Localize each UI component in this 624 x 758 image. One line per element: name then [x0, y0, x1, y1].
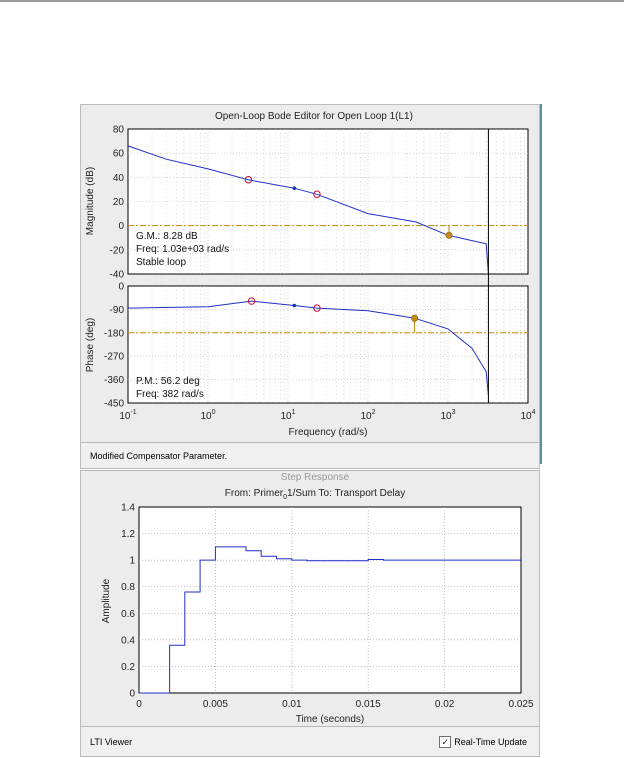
bode-plot: Open-Loop Bode Editor for Open Loop 1(L1…	[85, 111, 536, 439]
step-subtitle-rest: 1/Sum To: Transport Delay	[287, 488, 405, 499]
step-xtick-label: 0	[136, 699, 142, 710]
magnitude-ytick-label: -40	[110, 270, 125, 281]
step-ytick-label: 0	[129, 689, 135, 700]
frequency-xtick-label: 103	[440, 409, 455, 422]
page-top-rule	[0, 0, 624, 2]
step-yticks: 1.4 1.2 1 0.8 0.6 0.4 0.2 0	[121, 503, 135, 700]
magnitude-grid	[128, 129, 528, 274]
magnitude-markers	[244, 176, 453, 239]
step-xtick-label: 0.025	[508, 699, 533, 710]
magnitude-ytick-label: 0	[118, 221, 124, 232]
step-ytick-label: 0.2	[121, 662, 135, 673]
frequency-xtick-label: 102	[360, 409, 375, 422]
window-edge-accent	[539, 104, 542, 464]
magnitude-ytick-label: -20	[110, 245, 125, 256]
step-ylabel: Amplitude	[101, 578, 112, 623]
realtime-update-toggle[interactable]: ✓ Real-Time Update	[439, 736, 527, 748]
step-subtitle: From: Primer01/Sum To: Transport Delay	[225, 488, 405, 501]
magnitude-open-circle-marker	[313, 190, 321, 198]
phase-margin-freq-text: Freq: 382 rad/s	[136, 389, 204, 400]
phase-curve	[127, 300, 489, 396]
realtime-update-checkbox[interactable]: ✓	[439, 736, 452, 748]
frequency-xlabel: Frequency (rad/s)	[289, 427, 368, 438]
realtime-update-label: Real-Time Update	[454, 737, 527, 747]
magnitude-dot-marker	[292, 186, 297, 191]
magnitude-ytick-label: 20	[113, 197, 125, 208]
frequency-xtick-label: 10-1	[119, 409, 136, 422]
bode-status-bar: Modified Compensator Parameter.	[81, 442, 539, 468]
magnitude-open-circle-marker	[244, 176, 253, 184]
lti-viewer-window: Step Response From: Primer01/Sum To: Tra…	[80, 470, 540, 757]
frequency-xtick-label: 101	[280, 409, 295, 422]
bode-status-text: Modified Compensator Parameter.	[90, 451, 228, 461]
lti-status-bar: LTI Viewer	[81, 726, 539, 756]
phase-ytick-label: -180	[104, 328, 124, 339]
magnitude-ytick-label: 60	[113, 149, 125, 160]
step-xlabel: Time (seconds)	[296, 714, 365, 725]
bode-title: Open-Loop Bode Editor for Open Loop 1(L1…	[215, 111, 413, 122]
step-ytick-label: 1.2	[121, 529, 135, 540]
step-ytick-label: 0.4	[121, 635, 135, 646]
phase-ytick-label: -450	[104, 399, 124, 410]
frequency-xtick-label: 104	[520, 409, 535, 422]
step-subtitle-from: From: Primer	[225, 488, 284, 499]
phase-margin-marker	[411, 314, 419, 322]
magnitude-ytick-label: 40	[113, 173, 125, 184]
magnitude-panel: 80 60 40 20 0 -20 -40 Magnitude (dB) G.M.: 8.2…	[85, 125, 529, 281]
frequency-xtick-label: 100	[200, 409, 215, 422]
phase-ytick-label: -270	[104, 352, 124, 363]
step-ytick-label: 0.6	[121, 609, 135, 620]
phase-open-circle-marker	[247, 297, 256, 305]
magnitude-margin-marker	[445, 231, 453, 239]
step-xticks: 0 0.005 0.01 0.015 0.02 0.025	[136, 699, 534, 710]
step-response-plot: Step Response From: Primer01/Sum To: Tra…	[101, 472, 534, 725]
phase-ytick-label: -90	[110, 305, 125, 316]
step-xtick-label: 0.01	[282, 699, 302, 710]
phase-markers	[247, 297, 419, 333]
step-subtitle-sub: 0	[283, 494, 287, 501]
phase-panel: 0 -90 -180 -270 -360 -450 Phase (deg) P.M.: 5…	[85, 282, 536, 439]
phase-yticks: 0 -90 -180 -270 -360 -450	[104, 282, 124, 410]
step-ytick-label: 1	[129, 556, 135, 567]
step-ytick-label: 1.4	[121, 503, 135, 514]
step-response-curve	[139, 546, 521, 694]
phase-ylabel: Phase (deg)	[85, 318, 96, 372]
magnitude-curve	[127, 145, 489, 275]
gain-margin-text: G.M.: 8.28 dB	[136, 231, 198, 242]
phase-ytick-label: -360	[104, 375, 124, 386]
phase-dot-marker	[292, 303, 297, 308]
phase-axes-box	[127, 285, 529, 404]
lti-status-text: LTI Viewer	[90, 737, 133, 747]
step-axes-box	[138, 506, 522, 694]
bode-editor-window: Open-Loop Bode Editor for Open Loop 1(L1…	[80, 104, 540, 469]
gain-margin-freq-text: Freq: 1.03e+03 rad/s	[136, 244, 229, 255]
phase-margin-text: P.M.: 56.2 deg	[136, 376, 200, 387]
stability-text: Stable loop	[136, 257, 186, 268]
step-xtick-label: 0.02	[435, 699, 455, 710]
phase-open-circle-marker	[313, 304, 321, 312]
magnitude-ylabel: Magnitude (dB)	[85, 167, 96, 235]
magnitude-yticks: 80 60 40 20 0 -20 -40	[110, 125, 125, 281]
step-ytick-label: 0.8	[121, 582, 135, 593]
step-xtick-label: 0.015	[356, 699, 381, 710]
step-xtick-label: 0.005	[203, 699, 228, 710]
frequency-xticks: 10-1 100 101 102 103 104	[119, 409, 535, 422]
phase-ytick-label: 0	[118, 282, 124, 293]
magnitude-ytick-label: 80	[113, 125, 125, 136]
step-title-partial: Step Response	[281, 472, 350, 483]
